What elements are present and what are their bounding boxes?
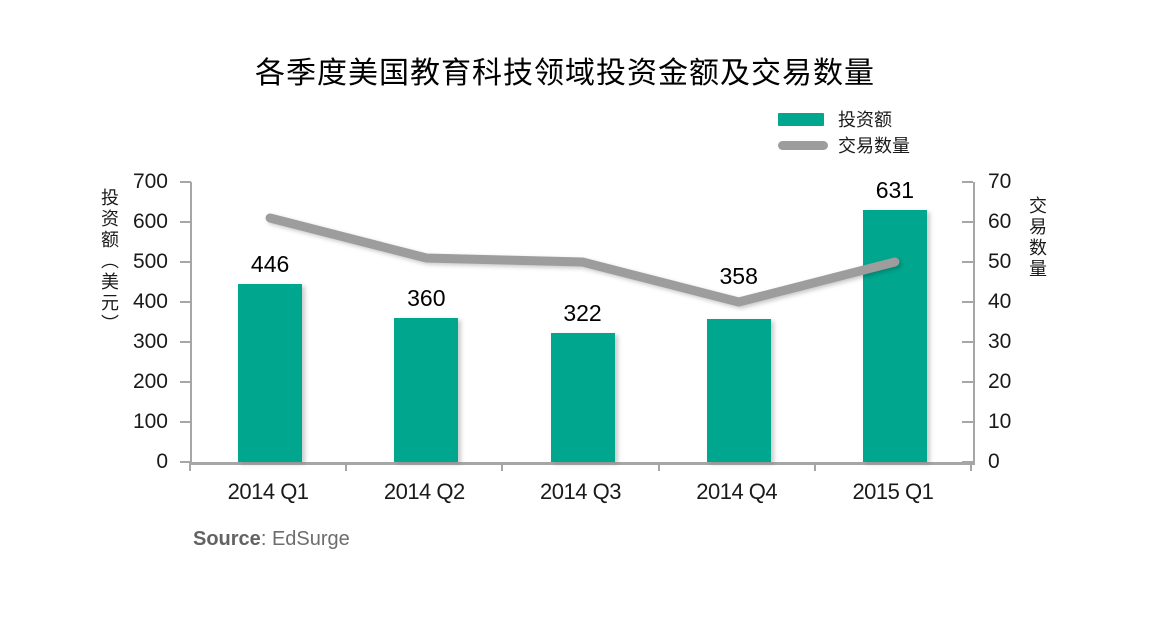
x-axis-label: 2014 Q2 [383, 479, 465, 504]
chart-legend: 投资额 交易数量 [778, 106, 910, 158]
x-axis-tick [970, 462, 972, 471]
plot-area: 446 360 322 358 631 [190, 178, 975, 465]
x-axis-label: 2014 Q1 [227, 479, 309, 504]
left-axis-tick [180, 341, 191, 343]
left-axis-tick [180, 421, 191, 423]
right-axis-tick [962, 381, 973, 383]
right-axis-tick-label: 40 [988, 290, 1012, 313]
right-axis-tick [962, 261, 973, 263]
legend-item-deals: 交易数量 [778, 132, 910, 158]
x-axis-label: 2015 Q1 [852, 479, 934, 504]
left-axis-tick [180, 221, 191, 223]
right-axis-title: 交易数量 [1027, 196, 1047, 280]
right-axis-tick-label: 60 [988, 210, 1012, 233]
bar-value-label: 446 [250, 250, 290, 277]
x-axis-tick [501, 462, 504, 471]
right-axis-tick [962, 181, 973, 183]
left-axis-tick-label: 600 [132, 210, 168, 233]
legend-item-investment: 投资额 [778, 106, 910, 132]
bar-value-label: 322 [563, 300, 602, 327]
left-axis-tick-label: 100 [132, 410, 168, 433]
source-note: Source: EdSurge [193, 528, 350, 551]
bar [394, 318, 459, 462]
right-axis-tick-label: 70 [988, 170, 1012, 193]
right-axis-tick [962, 301, 973, 303]
source-separator: : [260, 528, 272, 550]
left-axis-tick [180, 261, 191, 263]
left-axis-tick-label: 0 [156, 450, 168, 473]
bar-value-label: 358 [719, 263, 758, 289]
right-axis-tick-label: 0 [988, 450, 1000, 473]
right-axis-tick-label: 50 [988, 250, 1012, 273]
chart-title: 各季度美国教育科技领域投资金额及交易数量 [255, 57, 875, 90]
x-axis-tick [657, 462, 660, 471]
x-axis-tick [345, 462, 348, 471]
left-axis-tick [180, 301, 191, 303]
source-prefix: Source [193, 528, 261, 550]
legend-label-deals: 交易数量 [838, 136, 910, 156]
left-axis-tick [180, 461, 191, 463]
x-axis-tick [813, 462, 816, 471]
right-axis-tick-label: 20 [988, 370, 1012, 393]
left-axis-tick-label: 500 [132, 250, 168, 273]
right-axis-tick [962, 421, 973, 423]
bar [862, 209, 927, 462]
x-axis-label: 2014 Q4 [696, 479, 778, 504]
left-axis-tick [180, 181, 191, 183]
source-name: EdSurge [271, 528, 350, 550]
bar-value-label: 631 [875, 176, 915, 203]
right-axis-tick [962, 461, 973, 463]
bar-swatch-icon [778, 112, 824, 126]
x-axis-tick [189, 462, 191, 471]
bar-value-label: 360 [407, 285, 446, 311]
left-axis-title: 投资额（美元） [99, 188, 119, 335]
right-axis-tick-label: 30 [988, 330, 1012, 353]
left-axis-tick [180, 381, 191, 383]
bar [550, 333, 615, 462]
x-axis-label: 2014 Q3 [540, 479, 621, 504]
left-axis-tick-label: 300 [132, 330, 168, 353]
legend-label-investment: 投资额 [838, 110, 892, 130]
bar [706, 318, 771, 462]
right-axis-tick-label: 10 [988, 410, 1012, 433]
left-axis-tick-label: 200 [132, 370, 168, 393]
left-axis-tick-label: 400 [132, 290, 168, 313]
bar [238, 283, 303, 462]
deals-line [265, 213, 900, 307]
right-axis-tick [962, 221, 973, 223]
line-swatch-icon [778, 140, 828, 150]
left-axis-tick-label: 700 [132, 170, 168, 193]
right-axis-tick [962, 341, 973, 343]
